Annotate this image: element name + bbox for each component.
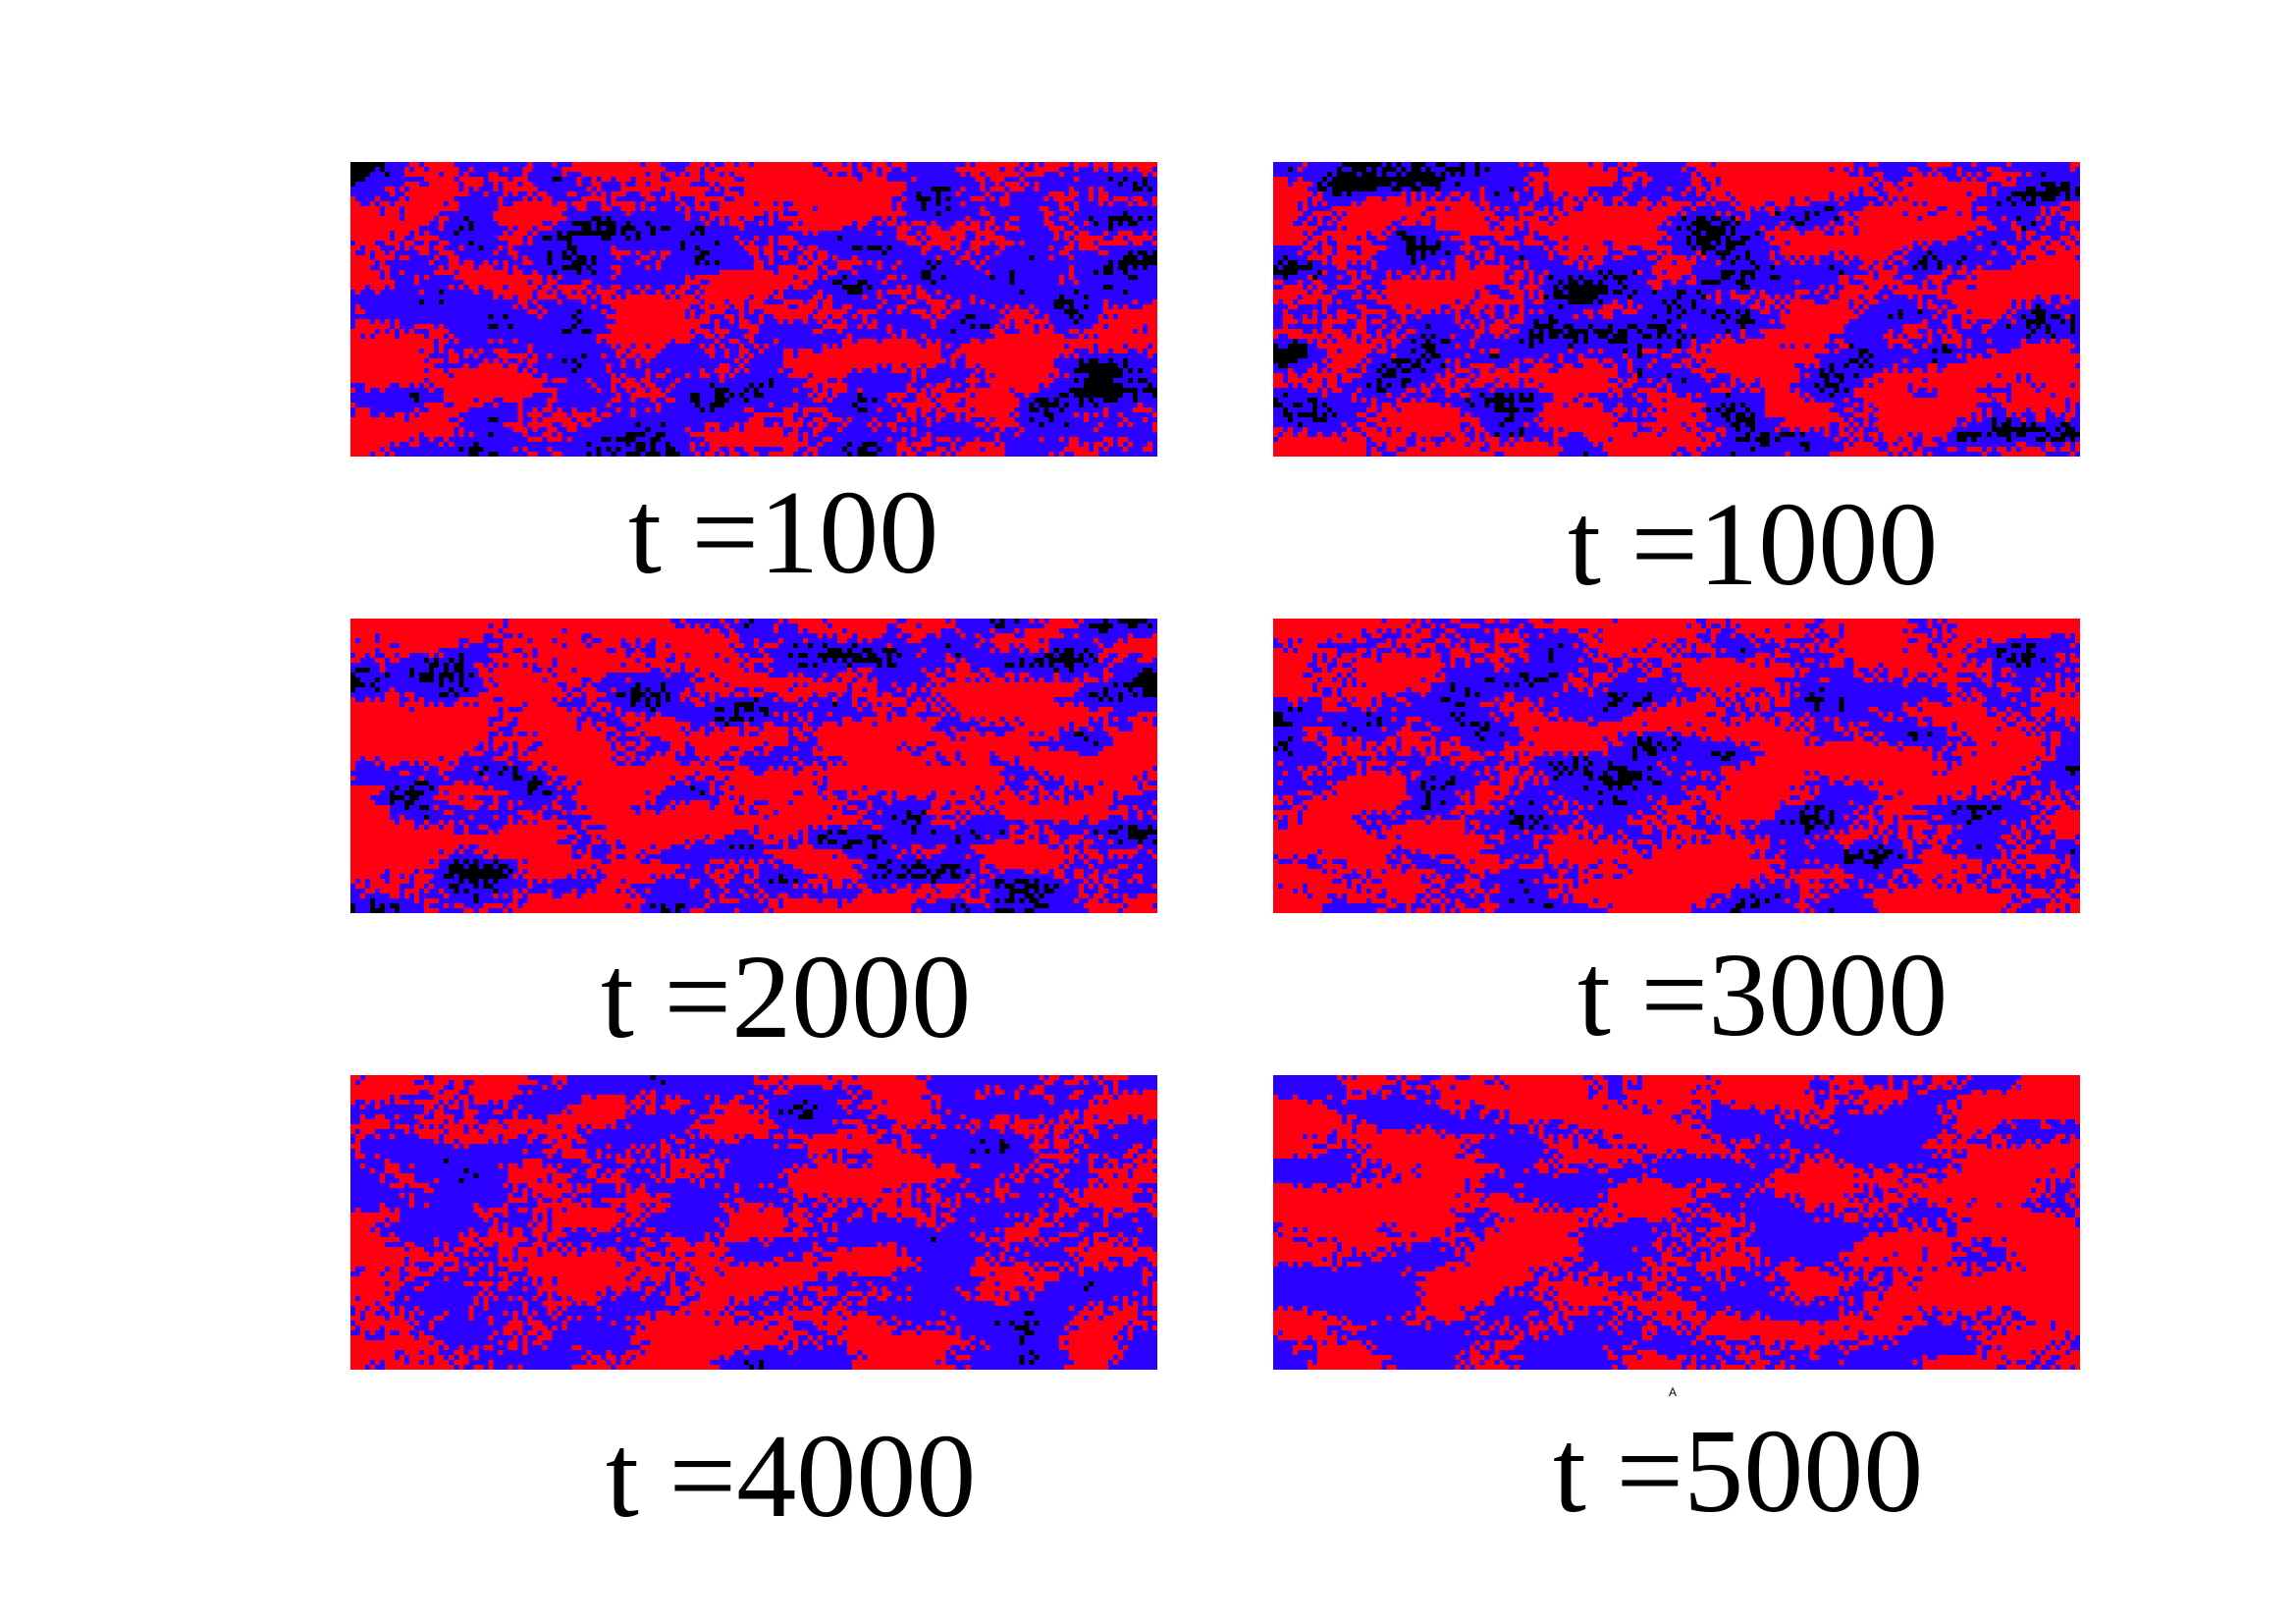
panel-t100: [350, 162, 1157, 457]
panel-t1000: [1273, 162, 2080, 457]
lattice-t3000: [1273, 619, 2080, 913]
caption-t1000: t =1000: [1568, 478, 1939, 611]
caption-t2000: t =2000: [601, 931, 972, 1063]
lattice-t100: [350, 162, 1157, 457]
lattice-t5000: [1273, 1075, 2080, 1370]
lattice-t1000: [1273, 162, 2080, 457]
caption-t5000: t =5000: [1553, 1405, 1924, 1538]
lattice-t2000: [350, 619, 1157, 913]
lattice-t4000: [350, 1075, 1157, 1370]
panel-t5000: [1273, 1075, 2080, 1370]
caption-t100: t =100: [628, 466, 939, 599]
caption-t4000: t =4000: [606, 1410, 977, 1542]
caption-t3000: t =3000: [1577, 929, 1949, 1061]
panel-t2000: [350, 619, 1157, 913]
panel-t3000: [1273, 619, 2080, 913]
panel-t4000: [350, 1075, 1157, 1370]
stray-mark: A: [1669, 1385, 1678, 1399]
